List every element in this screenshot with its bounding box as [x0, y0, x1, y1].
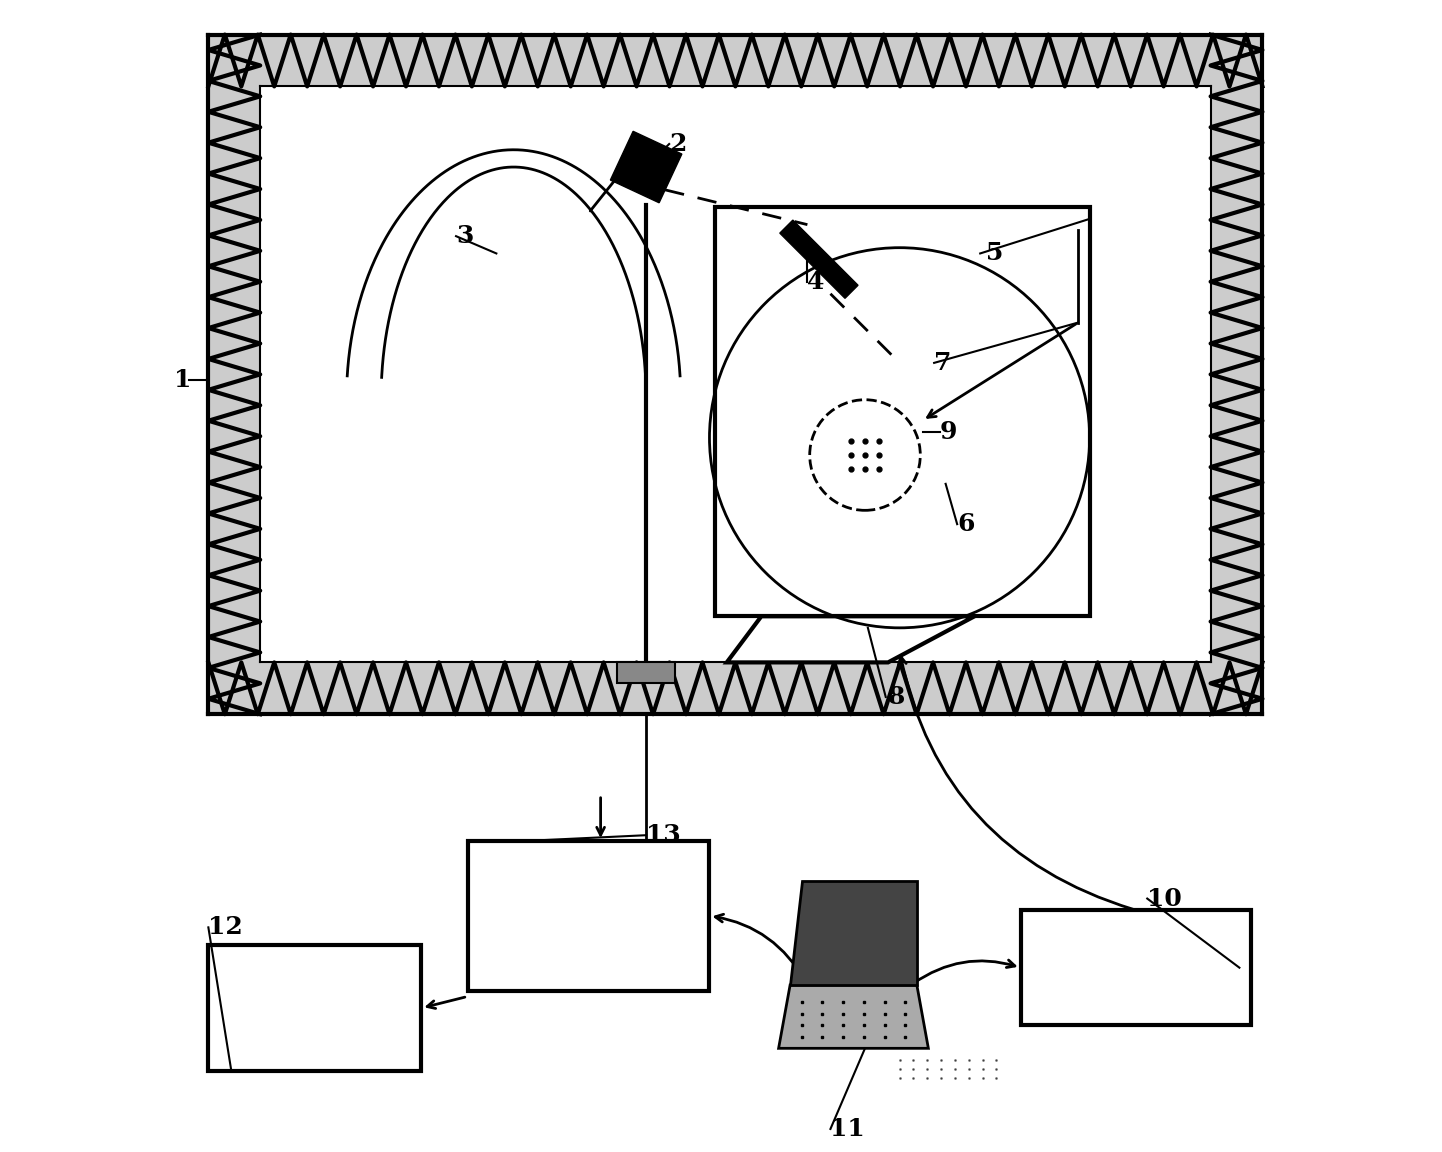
Bar — [617, 662, 675, 683]
Text: 10: 10 — [1148, 887, 1182, 910]
Polygon shape — [727, 616, 975, 662]
Bar — [715, 207, 1090, 616]
Text: 8: 8 — [888, 685, 906, 708]
Bar — [208, 945, 421, 1071]
Text: 6: 6 — [957, 513, 975, 536]
Polygon shape — [780, 220, 858, 298]
Text: 5: 5 — [986, 242, 1004, 265]
Text: 1: 1 — [174, 369, 192, 392]
Text: 11: 11 — [831, 1117, 865, 1140]
Text: 9: 9 — [940, 420, 957, 444]
Bar — [208, 662, 1262, 714]
Text: 3: 3 — [456, 225, 473, 248]
Polygon shape — [790, 881, 917, 985]
Polygon shape — [779, 985, 929, 1048]
Text: 2: 2 — [669, 132, 686, 156]
Text: 4: 4 — [808, 271, 825, 294]
Text: 7: 7 — [934, 351, 952, 374]
Bar — [467, 841, 709, 991]
Bar — [1021, 910, 1250, 1025]
Text: 13: 13 — [646, 824, 681, 847]
Bar — [208, 35, 260, 714]
Bar — [1211, 35, 1262, 714]
Bar — [208, 35, 1262, 86]
Polygon shape — [610, 131, 682, 203]
Text: 12: 12 — [208, 916, 244, 939]
